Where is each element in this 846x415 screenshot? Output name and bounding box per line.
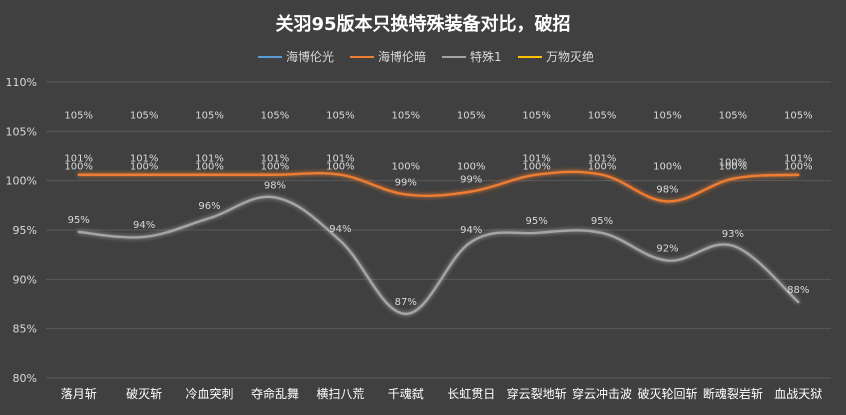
- data-label: 105%: [130, 110, 159, 121]
- y-tick-label: 80%: [13, 372, 37, 385]
- data-label: 100%: [719, 158, 748, 169]
- gridlines: [46, 81, 831, 379]
- data-label: 105%: [588, 110, 617, 121]
- data-label: 87%: [395, 297, 417, 308]
- data-label: 100%: [195, 162, 224, 173]
- legend-label: 万物灭绝: [546, 49, 594, 64]
- x-tick-label: 长虹贯日: [447, 387, 495, 401]
- data-label: 101%: [130, 154, 159, 165]
- data-label: 95%: [68, 215, 90, 226]
- data-label: 105%: [391, 110, 420, 121]
- data-label: 99%: [460, 175, 482, 186]
- x-tick-label: 横扫八荒: [316, 387, 364, 401]
- data-label: 100%: [719, 162, 748, 173]
- data-label: 94%: [133, 220, 155, 231]
- data-label: 94%: [460, 225, 482, 236]
- legend-item: 海博伦光: [258, 49, 334, 64]
- data-label: 101%: [522, 154, 551, 165]
- data-label: 105%: [719, 110, 748, 121]
- data-label: 101%: [784, 154, 813, 165]
- legend-item: 特殊1: [442, 49, 502, 64]
- data-label: 95%: [526, 216, 548, 227]
- data-label: 94%: [329, 224, 351, 235]
- series-special1-line: [77, 195, 800, 316]
- legend-label: 海博伦暗: [378, 49, 426, 64]
- data-labels-layer: 100% 100% 100% 100% 100% 100% 100% 100% 100% 100%…: [64, 110, 812, 308]
- data-label: 93%: [722, 229, 744, 240]
- legend-item: 万物灭绝: [518, 49, 594, 64]
- x-tick-label: 穿云冲击波: [572, 386, 632, 401]
- series-layer: [77, 130, 800, 316]
- data-label: 105%: [457, 110, 486, 121]
- data-label: 100%: [522, 162, 551, 173]
- y-axis: 80% 85% 90% 95% 100% 105% 110%: [6, 76, 37, 385]
- y-tick-label: 90%: [13, 273, 37, 286]
- x-tick-label: 断魂裂岩斩: [703, 386, 763, 401]
- data-label: 100%: [64, 162, 93, 173]
- data-label: 100%: [653, 162, 682, 173]
- x-tick-label: 千魂弑: [388, 386, 424, 401]
- data-label: 95%: [591, 216, 613, 227]
- data-label: 100%: [130, 162, 159, 173]
- chart-legend: 海博伦光 海博伦暗 特殊1 万物灭绝: [258, 49, 594, 64]
- legend-label: 特殊1: [470, 49, 502, 64]
- data-label: 101%: [326, 154, 355, 165]
- data-label: 98%: [264, 180, 286, 191]
- data-label: 105%: [522, 110, 551, 121]
- y-tick-label: 85%: [13, 323, 37, 336]
- data-label: 100%: [588, 162, 617, 173]
- data-label: 101%: [195, 154, 224, 165]
- data-label: 101%: [261, 154, 290, 165]
- x-tick-label: 穿云裂地斩: [507, 386, 567, 401]
- data-label: 105%: [195, 110, 224, 121]
- data-label: 105%: [653, 110, 682, 121]
- data-label: 96%: [198, 201, 220, 212]
- data-label: 101%: [588, 154, 617, 165]
- x-tick-label: 落月斩: [61, 387, 97, 401]
- x-tick-label: 冷血突刺: [186, 386, 234, 401]
- legend-item: 海博伦暗: [350, 49, 426, 64]
- y-tick-label: 110%: [6, 76, 37, 89]
- data-label: 100%: [391, 162, 420, 173]
- x-tick-label: 破灭斩: [126, 386, 162, 401]
- y-tick-label: 95%: [13, 224, 37, 237]
- data-label: 99%: [395, 177, 417, 188]
- data-label: 105%: [784, 110, 813, 121]
- data-label: 105%: [326, 110, 355, 121]
- data-label: 100%: [261, 162, 290, 173]
- legend-label: 海博伦光: [286, 49, 334, 64]
- y-tick-label: 100%: [6, 175, 37, 188]
- x-axis: 落月斩 破灭斩 冷血突刺 夺命乱舞 横扫八荒 千魂弑 长虹贯日 穿云裂地斩 穿云冲击波 破灭轮回斩…: [61, 386, 823, 401]
- chart-title: 关羽95版本只换特殊装备对比，破招: [275, 13, 570, 35]
- data-label: 92%: [656, 244, 678, 255]
- data-label: 100%: [326, 162, 355, 173]
- data-label: 105%: [64, 110, 93, 121]
- series-an-line: [77, 170, 800, 203]
- data-label: 101%: [64, 154, 93, 165]
- data-label: 100%: [457, 162, 486, 173]
- y-tick-label: 105%: [6, 125, 37, 138]
- x-tick-label: 血战天狱: [774, 387, 822, 401]
- data-label: 100%: [784, 162, 813, 173]
- data-label: 98%: [656, 184, 678, 195]
- x-tick-label: 夺命乱舞: [251, 386, 299, 401]
- data-label: 105%: [261, 110, 290, 121]
- data-label: 88%: [787, 285, 809, 296]
- x-tick-label: 破灭轮回斩: [637, 386, 697, 401]
